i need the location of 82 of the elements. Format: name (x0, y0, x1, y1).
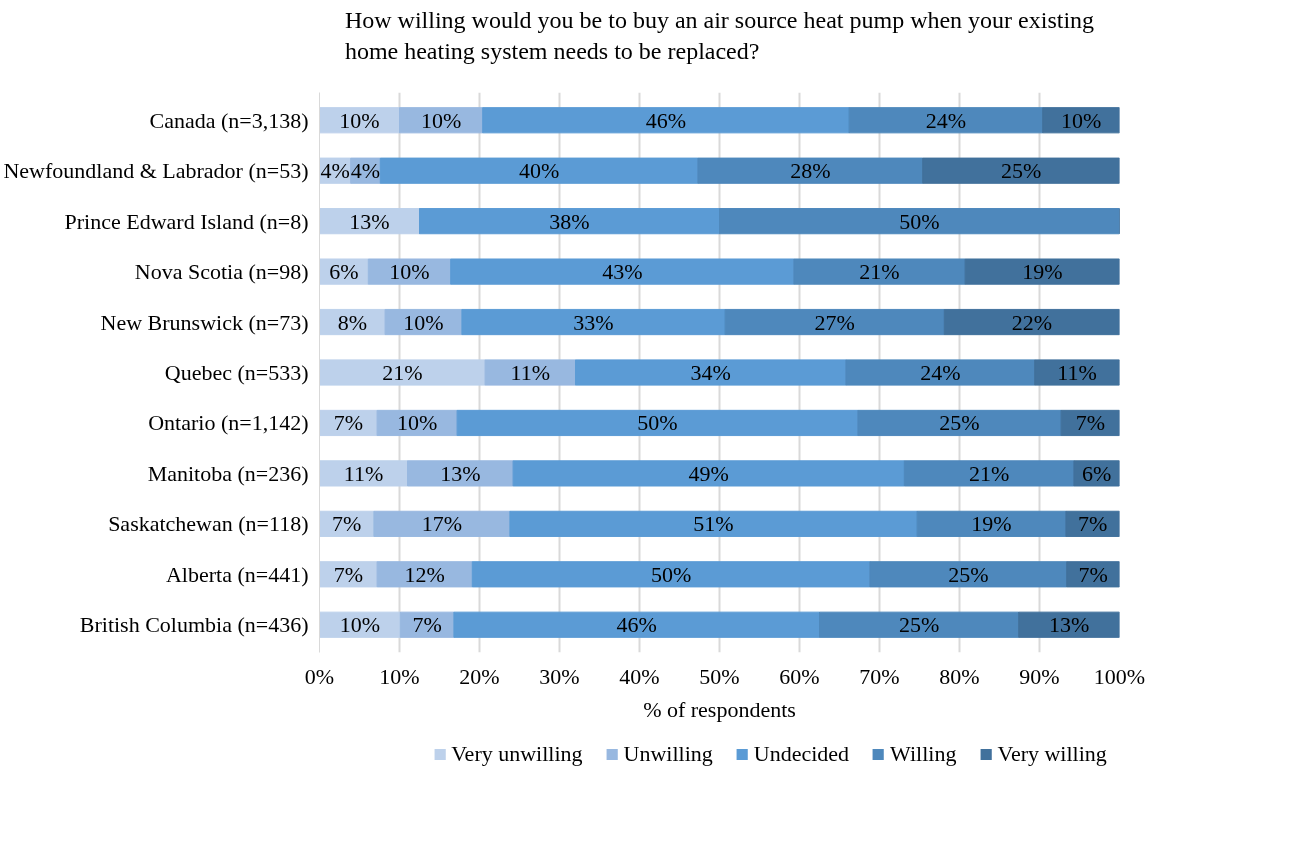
data-label: 50% (650, 561, 692, 587)
x-tick-label: 50% (699, 663, 740, 689)
y-tick-label: Quebec (n=533) (164, 360, 309, 385)
data-label: 4% (320, 158, 350, 184)
data-label: 34% (690, 360, 731, 385)
y-tick-label: Newfoundland & Labrador (n=53) (3, 158, 309, 184)
data-label: 7% (1078, 561, 1108, 587)
y-tick-label: Manitoba (n=236) (147, 460, 309, 486)
x-tick-label: 0% (304, 663, 335, 689)
data-label: 10% (396, 410, 438, 436)
y-tick-label: British Columbia (n=436) (79, 612, 309, 638)
data-label: 13% (349, 208, 390, 234)
y-tick-label: Canada (n=3,138) (149, 107, 309, 133)
y-tick-label: Ontario (n=1,142) (148, 410, 309, 436)
data-label: 46% (645, 107, 687, 133)
legend-label: Very unwilling (451, 741, 583, 767)
y-tick-label: New Brunswick (n=73) (100, 309, 309, 335)
data-label: 10% (1060, 107, 1102, 133)
data-label: 28% (790, 158, 831, 184)
data-label: 21% (859, 259, 900, 285)
data-label: 46% (616, 612, 657, 638)
data-label: 11% (1057, 360, 1097, 385)
data-label: 38% (549, 208, 590, 234)
data-label: 25% (1000, 158, 1042, 184)
x-tick-label: 30% (539, 663, 580, 689)
x-tick-label: 60% (779, 663, 820, 689)
data-label: 51% (693, 511, 734, 537)
data-label: 40% (518, 158, 560, 184)
data-label: 13% (440, 460, 481, 486)
y-tick-label: Alberta (n=441) (165, 561, 309, 587)
data-label: 7% (332, 511, 362, 537)
x-tick-label: 80% (939, 663, 980, 689)
data-label: 11% (510, 360, 551, 385)
data-label: 4% (350, 158, 381, 184)
data-label: 21% (968, 460, 1010, 486)
x-tick-label: 20% (459, 663, 500, 689)
data-label: 12% (404, 561, 445, 587)
data-label: 43% (602, 259, 643, 285)
data-label: 21% (382, 360, 423, 385)
data-label: 17% (421, 511, 463, 537)
x-tick-label: 100% (1093, 663, 1146, 689)
legend-label: Unwilling (623, 741, 713, 767)
data-label: 24% (925, 107, 967, 133)
x-tick-label: 70% (859, 663, 900, 689)
chart-title: How willing would you be to buy an air source heat pump when your existing home heating system needs to be replaced? (344, 7, 1095, 65)
data-label: 19% (971, 511, 1012, 537)
data-label: 33% (573, 309, 614, 335)
data-label: 7% (412, 612, 442, 638)
data-label: 6% (1082, 460, 1112, 486)
data-label: 7% (1075, 410, 1105, 436)
data-label: 25% (939, 410, 980, 436)
data-label: 19% (1022, 259, 1063, 285)
x-tick-label: 40% (619, 663, 660, 689)
data-label: 7% (333, 561, 363, 587)
x-tick-label: 10% (379, 663, 420, 689)
legend-label: Very willing (997, 741, 1107, 767)
data-label: 50% (637, 410, 678, 436)
y-tick-label: Nova Scotia (n=98) (134, 259, 309, 285)
y-tick-label: Saskatchewan (n=118) (108, 511, 309, 537)
x-axis-title: % of respondents (643, 696, 796, 722)
data-label: 10% (403, 309, 444, 335)
data-label: 22% (1011, 309, 1053, 335)
legend-label: Willing (890, 741, 957, 767)
data-label: 10% (339, 612, 381, 638)
data-label: 11% (343, 460, 384, 486)
data-label: 25% (948, 561, 989, 587)
legend-label: Undecided (753, 741, 850, 767)
data-label: 8% (337, 309, 367, 335)
x-tick-label: 90% (1019, 663, 1060, 689)
data-label: 10% (389, 259, 430, 285)
data-label: 6% (329, 259, 359, 285)
data-label: 27% (814, 309, 855, 335)
data-label: 24% (920, 360, 961, 385)
data-label: 10% (420, 107, 462, 133)
data-label: 25% (898, 612, 940, 638)
data-label: 49% (688, 460, 729, 486)
data-label: 50% (899, 208, 940, 234)
data-label: 13% (1048, 612, 1090, 638)
data-label: 7% (1078, 511, 1108, 537)
data-label: 10% (339, 107, 380, 133)
data-label: 7% (333, 410, 363, 436)
y-tick-label: Prince Edward Island (n=8) (64, 208, 309, 234)
